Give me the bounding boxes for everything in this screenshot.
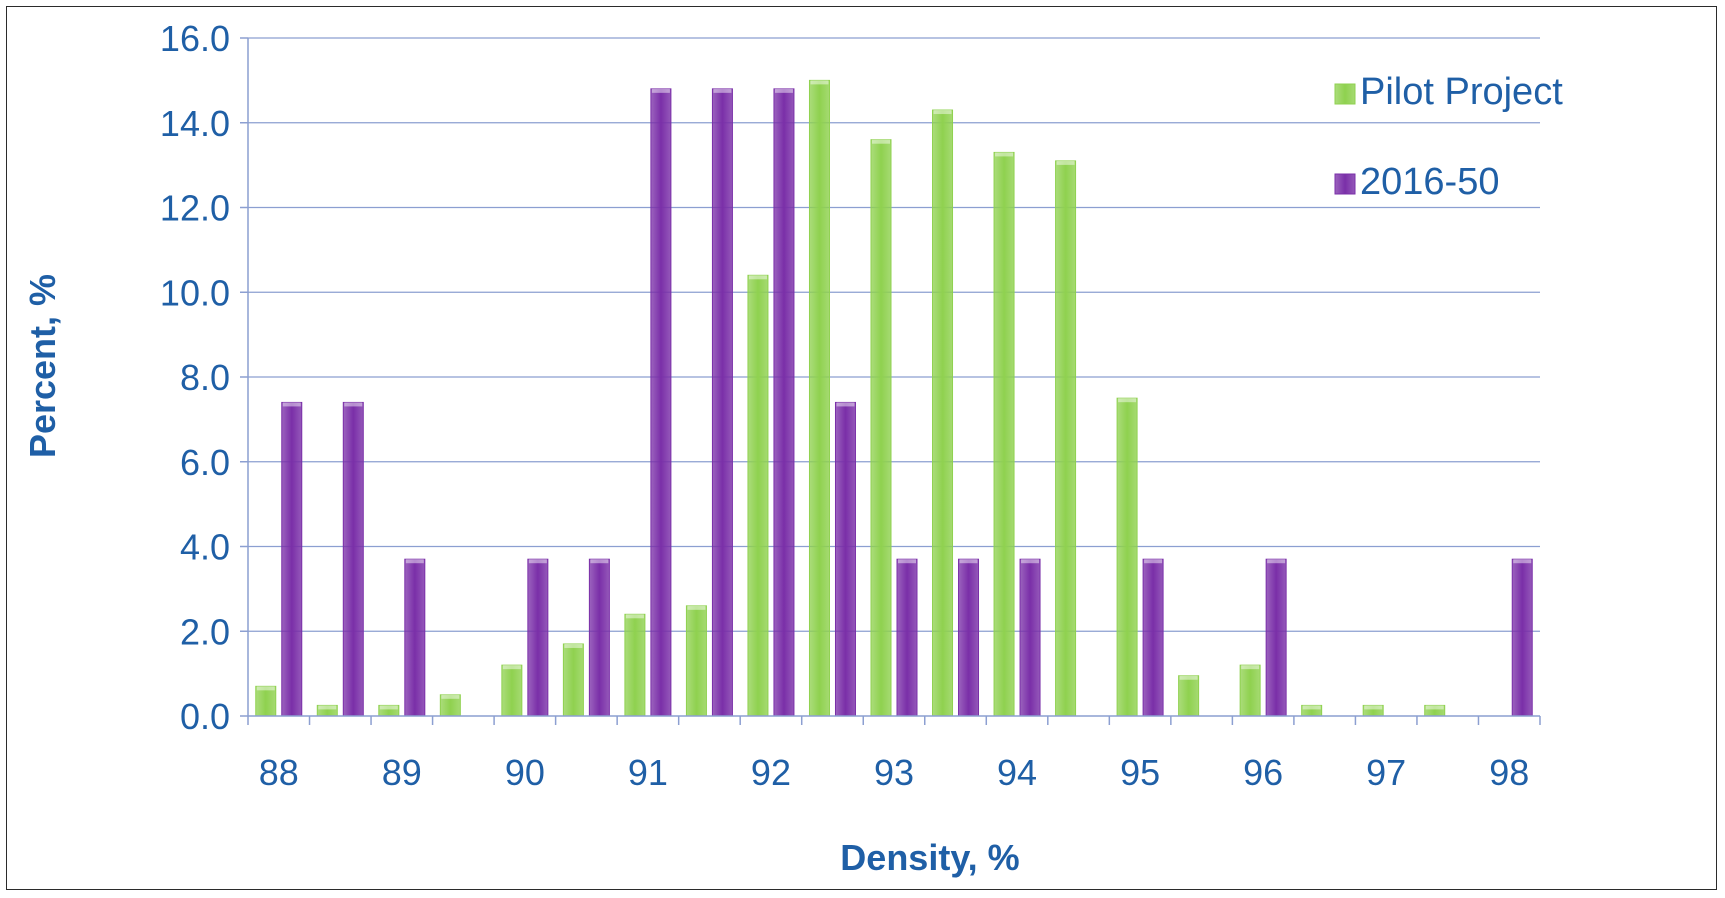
y-tick-label: 8.0 xyxy=(180,357,230,398)
bar-pilot-project xyxy=(624,613,646,717)
bar-highlight xyxy=(872,139,890,144)
bar-2016-50 xyxy=(1265,558,1287,717)
bar-pilot-project xyxy=(685,605,707,717)
bar-pilot-project xyxy=(1116,397,1138,717)
gridlines xyxy=(248,37,1540,632)
y-axis-title: Percent, % xyxy=(22,274,63,458)
x-axis-title: Density, % xyxy=(840,837,1019,878)
bar-2016-50 xyxy=(404,558,426,717)
x-tick-label: 96 xyxy=(1243,752,1283,793)
legend-swatch xyxy=(1334,83,1356,105)
bar-2016-50 xyxy=(773,88,795,717)
bar-2016-50 xyxy=(1511,558,1533,717)
bar-2016-50 xyxy=(281,401,303,717)
bar-pilot-project xyxy=(1178,675,1200,717)
legend-label: 2016-50 xyxy=(1360,161,1499,203)
y-tick-label: 14.0 xyxy=(160,103,230,144)
bar-2016-50 xyxy=(527,558,549,717)
bar-highlight xyxy=(1425,705,1444,710)
bar-highlight xyxy=(748,275,767,280)
bar-pilot-project xyxy=(501,664,523,717)
bar-highlight xyxy=(774,88,793,93)
bar-highlight xyxy=(256,686,275,691)
x-tick-label: 92 xyxy=(751,752,791,793)
bar-highlight xyxy=(713,88,732,93)
y-tick-label: 16.0 xyxy=(160,18,230,59)
bar-highlight xyxy=(405,559,424,564)
bar-pilot-project xyxy=(1239,664,1261,717)
bar-2016-50 xyxy=(342,401,364,717)
x-tick-label: 95 xyxy=(1120,752,1160,793)
legend-label: Pilot Project xyxy=(1360,71,1563,113)
bar-2016-50 xyxy=(1019,558,1041,717)
y-tick-label: 12.0 xyxy=(160,188,230,229)
x-tick-labels: 88 89 90 91 92 93 94 95 96 97 98 xyxy=(259,752,1530,793)
y-tick-label: 4.0 xyxy=(180,527,230,568)
bar-2016-50 xyxy=(711,88,733,717)
bar-pilot-project xyxy=(1055,160,1077,717)
y-tick-label: 2.0 xyxy=(180,611,230,652)
bar-highlight xyxy=(1267,559,1286,564)
bar-highlight xyxy=(687,605,706,610)
bar-2016-50 xyxy=(1142,558,1164,717)
bar-highlight xyxy=(441,694,460,699)
bar-pilot-project xyxy=(993,151,1015,717)
bar-2016-50 xyxy=(650,88,672,717)
axes xyxy=(240,37,1541,725)
bar-pilot-project xyxy=(870,139,892,717)
bar-2016-50 xyxy=(588,558,610,717)
bar-highlight xyxy=(1056,160,1075,165)
x-tick-label: 97 xyxy=(1366,752,1406,793)
bar-highlight xyxy=(590,559,609,564)
bar-2016-50 xyxy=(958,558,980,717)
bar-highlight xyxy=(1364,705,1383,710)
y-tick-label: 0.0 xyxy=(180,696,230,737)
bar-highlight xyxy=(810,80,829,85)
bar-pilot-project xyxy=(562,643,584,717)
bar-highlight xyxy=(959,559,978,564)
bar-highlight xyxy=(995,152,1014,157)
y-tick-label: 6.0 xyxy=(180,442,230,483)
legend-swatch xyxy=(1334,173,1356,195)
bar-highlight xyxy=(1021,559,1040,564)
bar-2016-50 xyxy=(896,558,918,717)
bar-pilot-project xyxy=(932,109,954,717)
bar-pilot-project xyxy=(255,685,277,717)
legend: Pilot Project 2016-50 xyxy=(1334,71,1563,203)
x-tick-label: 88 xyxy=(259,752,299,793)
bar-highlight xyxy=(379,705,398,710)
bar-highlight xyxy=(651,88,670,93)
bar-highlight xyxy=(625,614,644,619)
bar-highlight xyxy=(528,559,547,564)
bars xyxy=(255,79,1533,717)
bar-highlight xyxy=(836,402,855,407)
x-tick-label: 89 xyxy=(382,752,422,793)
x-tick-label: 91 xyxy=(628,752,668,793)
y-tick-labels: 0.0 2.0 4.0 6.0 8.0 10.0 12.0 14.0 16.0 xyxy=(160,18,230,737)
bar-pilot-project xyxy=(808,79,830,717)
x-tick-label: 93 xyxy=(874,752,914,793)
bar-highlight xyxy=(1144,559,1163,564)
bar-highlight xyxy=(318,705,337,710)
bar-highlight xyxy=(564,643,583,648)
bar-2016-50 xyxy=(834,401,856,717)
y-tick-label: 10.0 xyxy=(160,272,230,313)
bar-highlight xyxy=(1179,675,1198,680)
bar-highlight xyxy=(1118,398,1137,403)
bar-highlight xyxy=(502,665,521,670)
bar-highlight xyxy=(1302,705,1321,710)
bar-highlight xyxy=(1513,559,1532,564)
bar-highlight xyxy=(282,402,301,407)
bar-highlight xyxy=(933,110,952,115)
bar-pilot-project xyxy=(747,274,769,717)
bar-highlight xyxy=(344,402,363,407)
x-tick-label: 90 xyxy=(505,752,545,793)
x-tick-label: 94 xyxy=(997,752,1037,793)
bar-highlight xyxy=(898,559,916,564)
bar-highlight xyxy=(1241,665,1260,670)
x-tick-label: 98 xyxy=(1489,752,1529,793)
